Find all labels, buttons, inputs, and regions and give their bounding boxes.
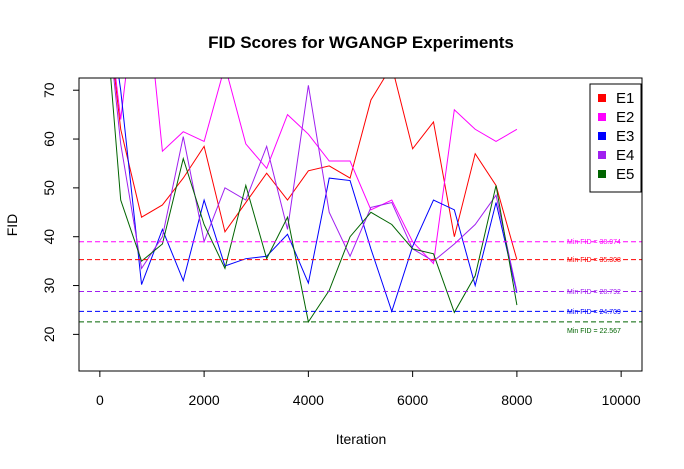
legend-label: E5 — [616, 166, 634, 183]
y-tick-label: 20 — [41, 326, 57, 342]
min-fid-lines: Min FID = 38.974 Min FID = 35.308 Min FID … — [79, 239, 642, 335]
legend: E1 E2 E3 E4 E5 — [589, 83, 642, 193]
legend-swatch — [598, 151, 606, 159]
min-fid-label: Min FID = 24.709 — [567, 309, 621, 316]
legend-swatch — [598, 94, 606, 102]
min-fid-label: Min FID = 28.792 — [567, 289, 621, 296]
min-fid-label: Min FID = 22.567 — [567, 328, 621, 335]
legend-swatch — [598, 170, 606, 178]
series-line-e5 — [110, 78, 518, 324]
x-axis-label: Iteration — [336, 431, 387, 447]
x-tick-label: 10000 — [602, 392, 641, 408]
min-fid-label: Min FID = 38.974 — [567, 239, 621, 246]
series-line-e2 — [115, 78, 518, 265]
x-tick-label: 8000 — [501, 392, 532, 408]
x-tick-label: 6000 — [397, 392, 428, 408]
x-axis: 0 2000 4000 6000 8000 10000 — [96, 370, 641, 408]
series-line-e4 — [113, 78, 518, 292]
legend-label: E1 — [616, 90, 634, 107]
y-tick-label: 30 — [41, 278, 57, 294]
y-tick-label: 50 — [41, 180, 57, 196]
legend-swatch — [598, 132, 606, 140]
y-axis: 20 30 40 50 60 70 — [41, 82, 80, 342]
legend-label: E4 — [616, 147, 634, 164]
y-axis-label: FID — [4, 214, 20, 237]
chart-title: FID Scores for WGANGP Experiments — [208, 33, 514, 52]
min-fid-label: Min FID = 35.308 — [567, 257, 621, 264]
series-layer — [110, 78, 518, 324]
legend-swatch — [598, 113, 606, 121]
series-line-e3 — [118, 78, 518, 313]
x-tick-label: 0 — [96, 392, 104, 408]
legend-label: E2 — [616, 109, 634, 126]
x-tick-label: 2000 — [189, 392, 220, 408]
y-tick-label: 70 — [41, 82, 57, 98]
legend-label: E3 — [616, 128, 634, 145]
y-tick-label: 60 — [41, 131, 57, 147]
y-tick-label: 40 — [41, 229, 57, 245]
x-tick-label: 4000 — [293, 392, 324, 408]
series-line-e1 — [114, 78, 518, 260]
